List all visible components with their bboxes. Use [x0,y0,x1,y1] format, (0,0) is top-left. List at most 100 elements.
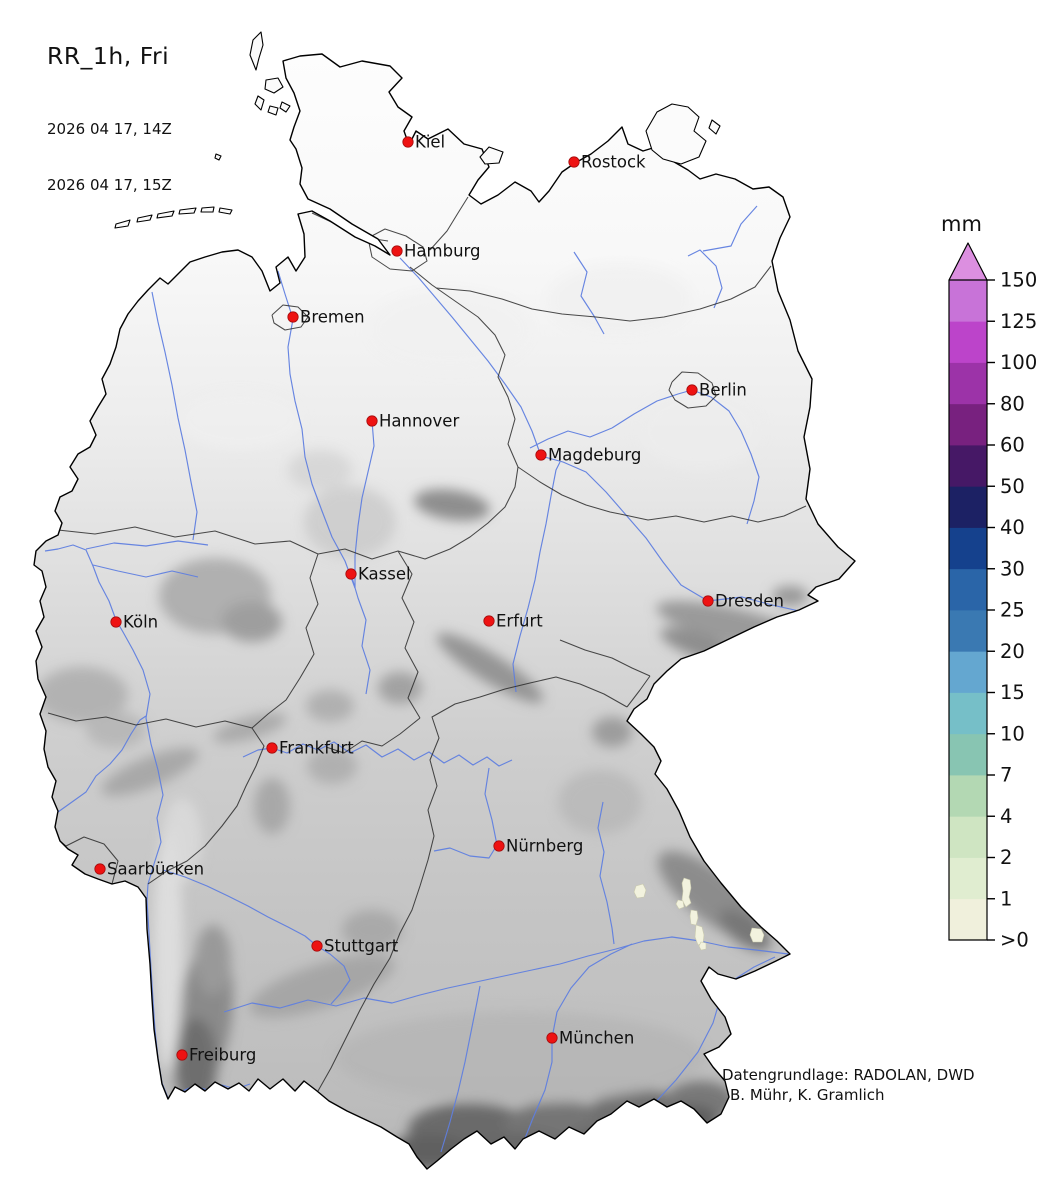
river-lech [440,985,481,1153]
colorbar-segment [949,445,987,487]
city-label: Berlin [699,381,747,400]
colorbar-segment [949,568,987,611]
city-dot-icon [483,615,495,627]
city-label: Saarbücken [107,860,204,879]
colorbar-segment [949,610,987,652]
city-dot-icon [311,940,323,952]
river-havel [529,427,613,449]
city-marker: Kiel [402,133,445,152]
colorbar-tick-label: 10 [1000,722,1025,745]
colorbar-tick-label: 50 [1000,475,1025,498]
city-dot-icon [287,311,299,323]
colorbar-segment [949,527,987,570]
colorbar-segment [949,898,987,941]
valid-time-end: 2026 04 17, 15Z [47,175,172,194]
river-lippe [85,540,209,550]
colorbar-tick-label: 30 [1000,557,1025,580]
colorbar-segment [949,321,987,363]
colorbar-tick-label: 2 [1000,846,1012,869]
city-label: Stuttgart [324,937,399,956]
river-elbe [399,257,800,612]
colorbar-segment [949,403,987,446]
island-foehr [264,77,284,94]
city-dot-icon [568,156,580,168]
city-marker: Berlin [686,381,747,400]
river-saale [512,461,561,693]
river-danube [223,936,789,1013]
city-label: Kassel [358,565,411,584]
valid-time-lines: 2026 04 17, 14Z 2026 04 17, 15Z [47,83,172,231]
colorbar-unit-label: mm [941,212,982,236]
colorbar-tick-label: 25 [1000,599,1025,622]
city-label: Bremen [300,308,365,327]
colorbar-tick-label: 7 [1000,764,1012,787]
colorbar-segment [949,816,987,858]
island-sylt [249,31,264,71]
river-neckar [162,869,351,1005]
river-spree [611,389,760,525]
city-label: Hannover [379,412,459,431]
city-label: Nürnberg [506,837,583,856]
city-dot-icon [546,1032,558,1044]
city-marker: Stuttgart [311,937,399,956]
colorbar-segment [949,733,987,776]
river-ruhr [92,564,199,578]
river-mv-2 [687,249,723,309]
city-label: Kiel [415,133,445,152]
colorbar-segment [949,362,987,405]
colorbar: >0 1 2 4 7 10 15 20 25 30 40 50 60 80 100 125 150 [948,242,1037,952]
island-langeoog [178,207,197,215]
city-label: Erfurt [496,612,543,631]
colorbar-tick-label: >0 [1000,929,1029,952]
island-ruegen-2 [708,119,721,135]
colorbar-segment [949,486,987,528]
city-marker: Magdeburg [535,446,641,465]
colorbar-tick-label: 15 [1000,681,1025,704]
river-peene [702,205,758,252]
city-marker: Dresden [702,592,784,611]
island-amrum [254,95,265,111]
attribution-authors: B. Mühr, K. Gramlich [730,1085,885,1104]
city-dot-icon [402,136,414,148]
island-wangerooge [218,207,233,215]
city-label: Rostock [581,153,646,172]
island-spiekeroog [200,206,215,213]
colorbar-tick-label: 150 [1000,269,1037,292]
precip-spots [633,877,765,951]
city-marker: Hamburg [391,242,481,261]
city-label: München [559,1029,634,1048]
colorbar-overflow-arrow [948,242,988,281]
colorbar-tick-label: 125 [1000,310,1037,333]
colorbar-segment [949,651,987,693]
river-leine [354,420,375,588]
colorbar-segment [949,692,987,735]
colorbar-tick-label: 80 [1000,392,1025,415]
colorbar-tick-label: 4 [1000,805,1012,828]
river-ems [151,291,198,541]
city-dot-icon [391,245,403,257]
river-naab [597,801,615,945]
attribution-source: Datengrundlage: RADOLAN, DWD [722,1066,975,1084]
colorbar-tick-label: 100 [1000,351,1037,374]
colorbar-segment [949,857,987,900]
city-dot-icon [110,616,122,628]
city-marker: Freiburg [176,1046,256,1065]
city-label: Frankfurt [279,739,354,758]
river-isar [521,943,633,1147]
city-marker: Köln [110,613,158,632]
city-markers-layer: Kiel Rostock Hamburg Bremen Berlin Hannover Ma… [94,133,784,1065]
city-label: Magdeburg [548,446,641,465]
colorbar-tick-label: 40 [1000,516,1025,539]
valid-time-start: 2026 04 17, 14Z [47,120,172,138]
city-dot-icon [702,595,714,607]
city-marker: Bremen [287,308,365,327]
city-marker: Nürnberg [493,837,583,856]
city-marker: Saarbücken [94,860,204,879]
colorbar-segment [949,775,987,817]
city-dot-icon [366,415,378,427]
river-regnitz [433,767,498,859]
island-pellworm [267,105,279,116]
island-helgoland [214,153,222,161]
